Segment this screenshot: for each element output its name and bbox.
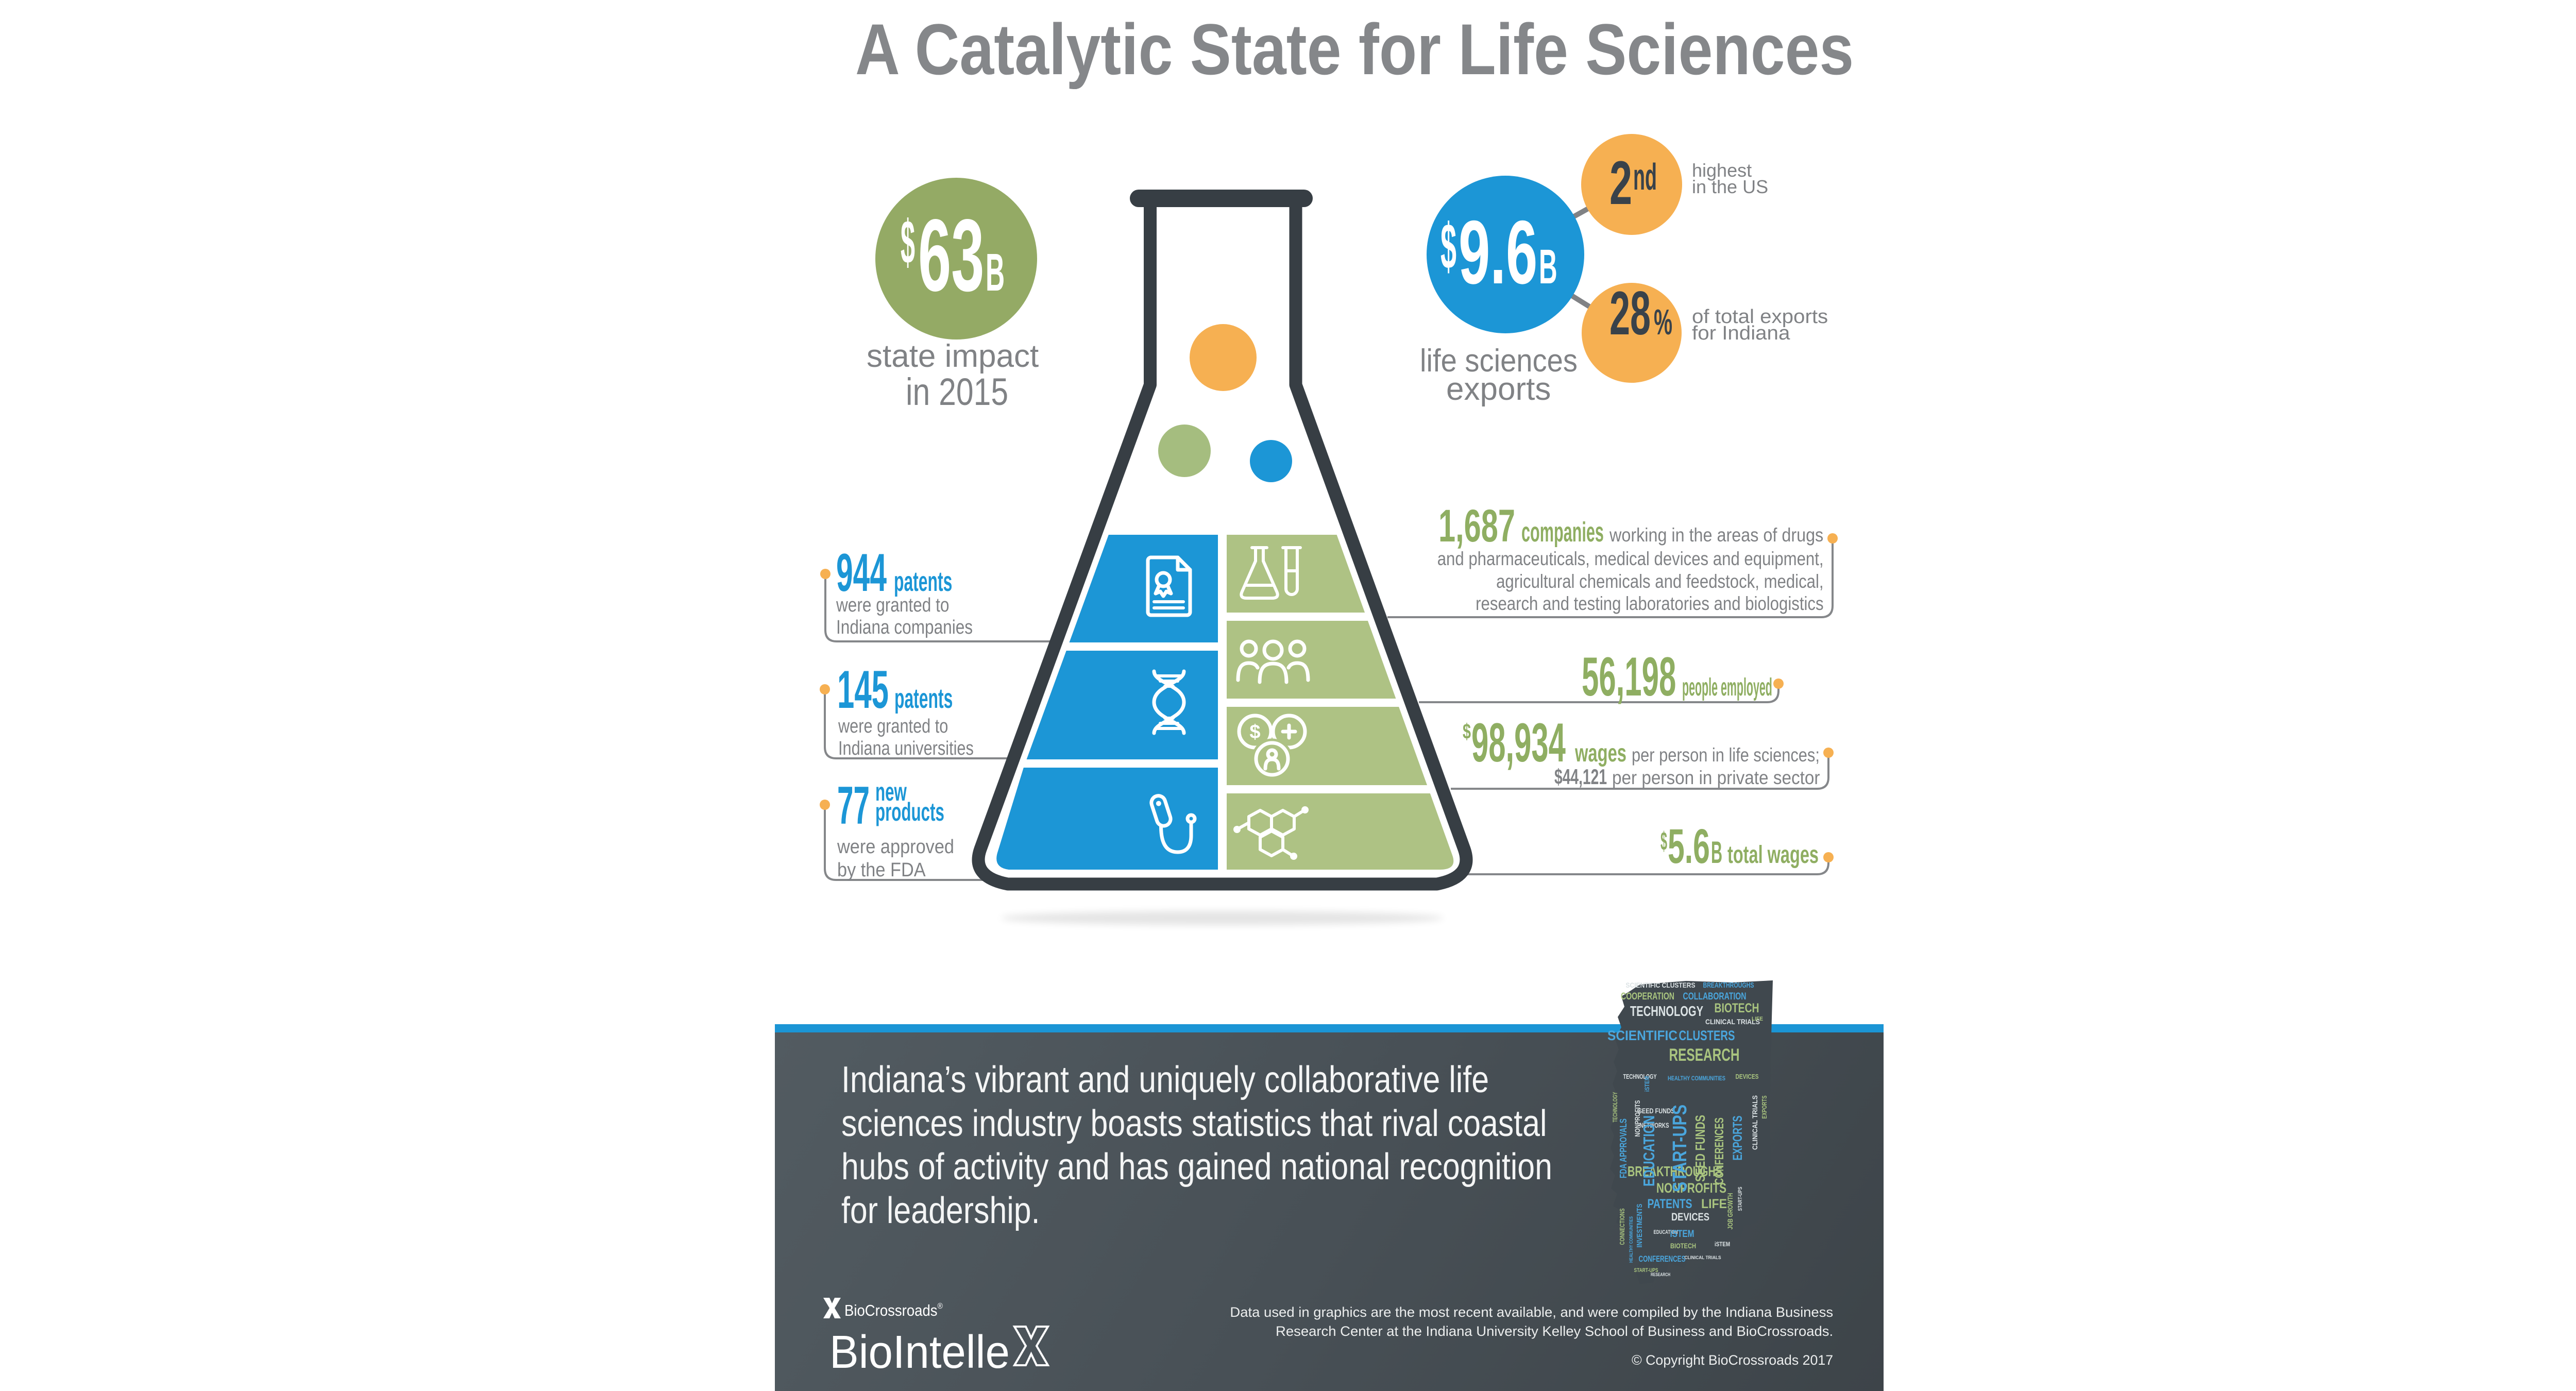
svg-text:$: $ — [1249, 721, 1260, 743]
